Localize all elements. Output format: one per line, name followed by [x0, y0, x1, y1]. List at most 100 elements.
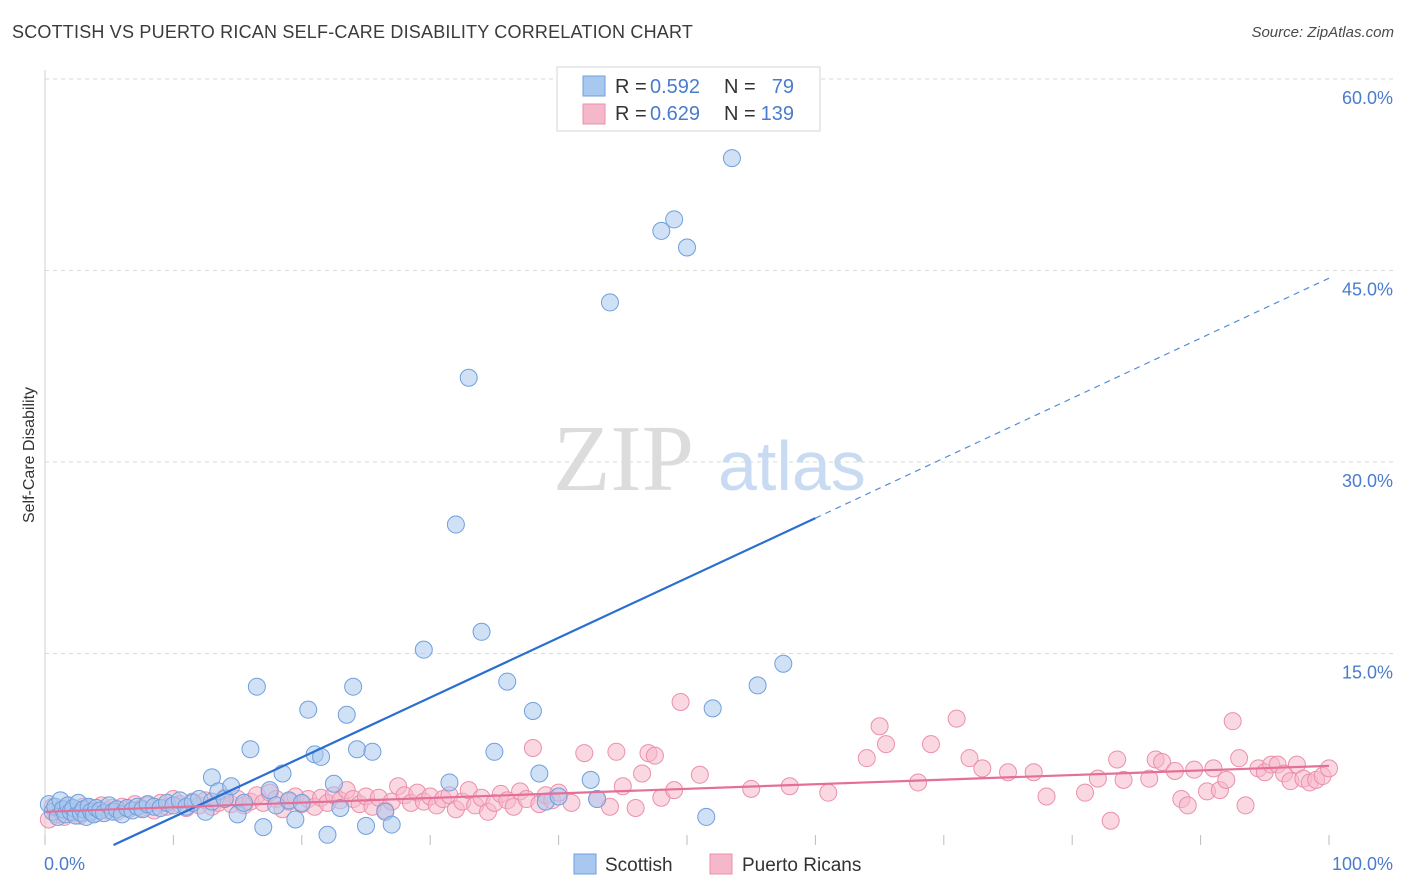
puerto-ricans-point [523, 738, 542, 757]
puerto-ricans-point [1217, 770, 1236, 789]
x-tick-label-max: 100.0% [1332, 854, 1393, 874]
scottish-point [331, 798, 350, 817]
scottish-points [39, 149, 793, 844]
legend-n-label-scottish: N = [724, 76, 756, 98]
scottish-point [235, 793, 254, 812]
puerto-ricans-point [947, 709, 966, 728]
puerto-ricans-point [877, 735, 896, 754]
scottish-point [382, 815, 401, 834]
x-axis-ticks [44, 835, 1330, 845]
y-axis-label: Self-Care Disability [21, 387, 38, 523]
scottish-point [678, 238, 696, 257]
chart-title: SCOTTISH VS PUERTO RICAN SELF-CARE DISAB… [12, 22, 694, 42]
bottom-legend-label-puerto-ricans: Puerto Ricans [742, 855, 861, 876]
scottish-point [722, 149, 741, 168]
scottish-point [498, 672, 517, 691]
scottish-point [748, 676, 767, 695]
puerto-ricans-point [909, 773, 928, 792]
scottish-point [348, 740, 367, 759]
scottish-point [549, 787, 568, 806]
puerto-ricans-point [671, 693, 690, 712]
scottish-point [299, 700, 318, 719]
gridlines [45, 78, 1393, 654]
puerto-ricans-point [1076, 783, 1095, 802]
puerto-ricans-point [960, 749, 979, 768]
puerto-ricans-point [1108, 750, 1127, 769]
scottish-point [344, 677, 363, 696]
scottish-point [241, 740, 260, 759]
puerto-ricans-point [1114, 770, 1133, 789]
puerto-ricans-point [633, 764, 652, 783]
puerto-ricans-point [1223, 712, 1242, 731]
scottish-point [774, 654, 793, 673]
puerto-ricans-point [690, 765, 709, 784]
trendlines [44, 277, 1330, 846]
puerto-ricans-point [1037, 787, 1056, 806]
puerto-ricans-point [575, 744, 594, 763]
bottom-legend-label-scottish: Scottish [605, 855, 673, 876]
bottom-legend-swatch-puerto-ricans [709, 853, 733, 875]
scottish-point [581, 770, 600, 789]
legend-box: R = 0.592 N = 79 R = 0.629 N = 139 [556, 66, 821, 132]
scottish-point [588, 790, 607, 809]
scottish-point [665, 210, 684, 229]
scottish-point [273, 764, 292, 783]
scottish-point [318, 825, 337, 844]
puerto-ricans-point [1236, 796, 1255, 815]
scottish-point [472, 622, 491, 641]
scottish-point [523, 701, 542, 720]
y-tick-label-60: 60.0% [1342, 88, 1393, 108]
puerto-ricans-point [1153, 753, 1172, 772]
scottish-point [337, 705, 356, 724]
scottish-point [652, 221, 671, 240]
scottish-point [357, 816, 375, 835]
puerto-ricans-point [1320, 759, 1338, 778]
legend-swatch-puerto-ricans [582, 103, 606, 125]
source-label: Source: ZipAtlas.com [1251, 24, 1394, 41]
y-tick-labels: 15.0% 30.0% 45.0% 60.0% [1342, 88, 1393, 683]
legend-r-label-puerto-ricans: R = [615, 103, 647, 125]
scottish-point [247, 677, 266, 696]
scottish-point [260, 781, 279, 800]
y-tick-label-30: 30.0% [1342, 471, 1393, 491]
puerto-ricans-point [1140, 769, 1159, 788]
scottish-point [286, 810, 305, 829]
puerto-ricans-point [626, 798, 645, 817]
legend-swatch-scottish [582, 75, 606, 97]
puerto-ricans-point [973, 759, 992, 778]
puerto-ricans-point [1101, 811, 1120, 830]
puerto-ricans-point [819, 783, 838, 802]
puerto-ricans-point [857, 749, 876, 768]
scottish-point [446, 515, 465, 534]
scottish-point [697, 807, 716, 826]
puerto-ricans-point [1024, 763, 1043, 782]
y-tick-label-15: 15.0% [1342, 663, 1393, 683]
legend-n-value-puerto-ricans: 139 [761, 103, 794, 125]
legend-r-value-puerto-ricans: 0.629 [650, 103, 700, 125]
watermark-zip: ZIP [553, 407, 694, 511]
puerto-ricans-point [1204, 759, 1223, 778]
legend-r-label-scottish: R = [615, 76, 647, 98]
x-tick-label-min: 0.0% [44, 854, 85, 874]
legend-n-label-puerto-ricans: N = [724, 103, 756, 125]
scottish-point [485, 742, 504, 761]
scottish-point [414, 640, 433, 659]
puerto-ricans-point [1088, 769, 1107, 788]
scottish-point [703, 699, 722, 718]
puerto-ricans-point [870, 717, 889, 736]
puerto-ricans-point [645, 746, 664, 765]
scottish-point [600, 293, 619, 312]
scottish-point [254, 818, 273, 837]
scottish-point [459, 368, 478, 387]
puerto-ricans-point [742, 779, 761, 798]
bottom-legend: Scottish Puerto Ricans [573, 853, 861, 876]
scottish-point [530, 764, 549, 783]
y-tick-label-45: 45.0% [1342, 280, 1393, 300]
scottish-point [440, 773, 459, 792]
legend-n-value-scottish: 79 [772, 76, 794, 98]
scottish-point [324, 774, 343, 793]
bottom-legend-swatch-scottish [573, 853, 597, 875]
puerto-ricans-point [921, 735, 940, 754]
scottish-point [363, 742, 382, 761]
